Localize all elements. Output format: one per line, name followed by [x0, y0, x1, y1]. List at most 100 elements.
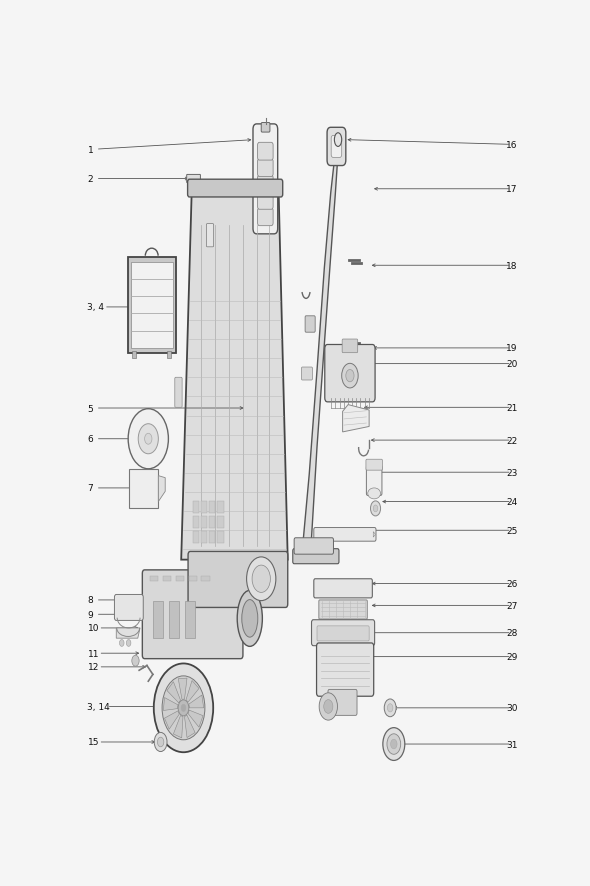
Text: 1: 1 [87, 145, 93, 154]
Bar [201, 577, 209, 582]
Text: 18: 18 [506, 261, 517, 270]
Bar [132, 352, 136, 359]
Circle shape [126, 640, 131, 647]
Text: 27: 27 [506, 602, 517, 610]
FancyBboxPatch shape [114, 595, 143, 621]
FancyBboxPatch shape [327, 128, 346, 167]
Circle shape [158, 737, 164, 747]
Bar [127, 258, 176, 354]
Circle shape [387, 734, 401, 755]
Circle shape [391, 740, 397, 749]
Text: 10: 10 [87, 624, 99, 633]
Bar [201, 532, 207, 543]
Polygon shape [189, 696, 204, 708]
FancyBboxPatch shape [312, 620, 375, 646]
Text: 11: 11 [87, 649, 99, 658]
Bar [192, 517, 199, 528]
FancyBboxPatch shape [294, 538, 333, 555]
Polygon shape [165, 711, 179, 729]
Text: 3, 4: 3, 4 [87, 303, 104, 312]
Bar [192, 532, 199, 543]
Text: 26: 26 [506, 579, 517, 588]
FancyBboxPatch shape [258, 159, 273, 177]
Bar [217, 532, 224, 543]
Bar [169, 601, 179, 639]
Circle shape [388, 704, 393, 712]
Text: 28: 28 [506, 628, 517, 638]
Polygon shape [185, 715, 195, 738]
Text: 22: 22 [506, 436, 517, 445]
Bar [217, 517, 224, 528]
Bar [176, 577, 184, 582]
FancyBboxPatch shape [342, 339, 358, 354]
Bar [201, 517, 207, 528]
Bar [209, 517, 215, 528]
Text: 31: 31 [506, 740, 517, 749]
Ellipse shape [335, 134, 342, 147]
FancyBboxPatch shape [328, 689, 357, 716]
Text: 25: 25 [506, 526, 517, 535]
Circle shape [384, 699, 396, 717]
Circle shape [178, 700, 189, 716]
FancyBboxPatch shape [261, 123, 270, 133]
Text: 15: 15 [87, 738, 99, 747]
Polygon shape [301, 152, 338, 553]
Bar [131, 262, 172, 348]
Circle shape [252, 565, 270, 593]
Bar [129, 470, 158, 509]
Bar [217, 501, 224, 513]
FancyBboxPatch shape [258, 192, 273, 210]
FancyBboxPatch shape [175, 377, 182, 408]
FancyBboxPatch shape [314, 528, 376, 541]
Bar [163, 577, 171, 582]
Circle shape [319, 693, 337, 720]
FancyBboxPatch shape [188, 180, 283, 198]
FancyBboxPatch shape [258, 176, 273, 194]
Bar [201, 501, 207, 513]
Circle shape [371, 501, 381, 517]
Text: 23: 23 [506, 468, 517, 478]
FancyBboxPatch shape [317, 643, 373, 696]
Circle shape [128, 409, 168, 470]
Polygon shape [163, 697, 178, 711]
FancyBboxPatch shape [319, 600, 368, 619]
Circle shape [162, 676, 205, 740]
FancyBboxPatch shape [366, 466, 382, 496]
FancyBboxPatch shape [366, 460, 382, 470]
Polygon shape [373, 532, 376, 538]
Polygon shape [116, 628, 140, 639]
FancyBboxPatch shape [293, 549, 339, 564]
FancyBboxPatch shape [317, 626, 369, 641]
Text: 2: 2 [87, 175, 93, 183]
Circle shape [132, 656, 139, 666]
Polygon shape [173, 716, 183, 738]
Text: 21: 21 [506, 403, 517, 412]
Circle shape [324, 700, 333, 713]
Polygon shape [188, 711, 203, 727]
Polygon shape [343, 405, 369, 432]
Bar [189, 577, 196, 582]
Circle shape [119, 640, 124, 647]
FancyBboxPatch shape [188, 552, 288, 608]
Bar [153, 601, 163, 639]
Circle shape [383, 727, 405, 760]
Circle shape [373, 505, 378, 512]
Text: 30: 30 [506, 703, 517, 712]
FancyBboxPatch shape [258, 208, 273, 227]
Text: 3, 14: 3, 14 [87, 703, 110, 711]
Bar [209, 532, 215, 543]
FancyBboxPatch shape [331, 136, 342, 159]
Polygon shape [186, 680, 199, 703]
Text: 6: 6 [87, 435, 93, 444]
Ellipse shape [242, 600, 258, 637]
Polygon shape [181, 191, 288, 560]
Text: 20: 20 [506, 360, 517, 369]
Bar [150, 577, 158, 582]
Circle shape [346, 370, 354, 383]
Polygon shape [158, 476, 165, 502]
FancyBboxPatch shape [324, 346, 375, 402]
Ellipse shape [237, 591, 263, 647]
Bar [168, 352, 171, 359]
Bar [192, 501, 199, 513]
FancyBboxPatch shape [186, 175, 201, 183]
